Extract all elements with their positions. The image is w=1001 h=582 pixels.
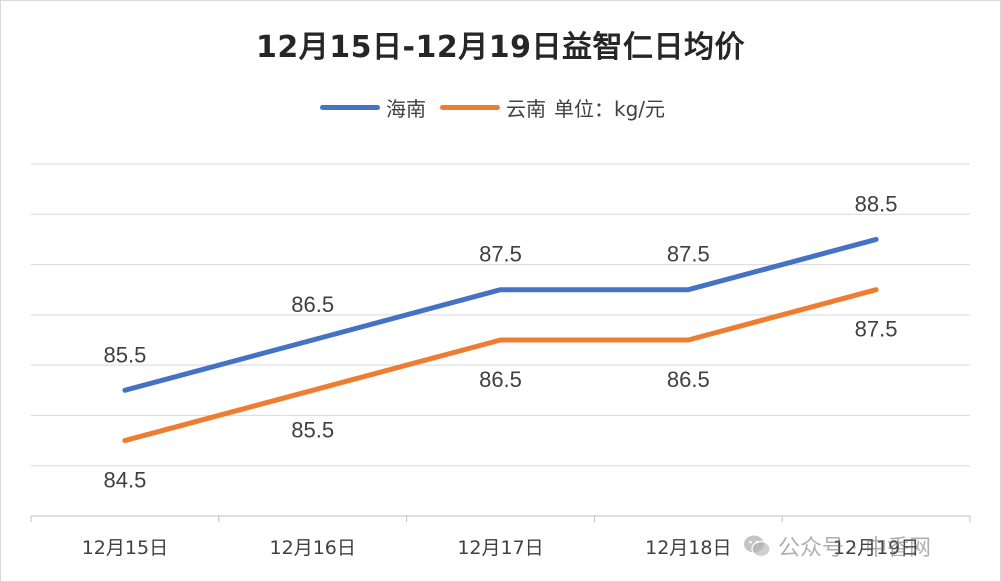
legend-swatch-hainan (320, 104, 380, 110)
chart-title: 12月15日-12月19日益智仁日均价 (256, 30, 745, 65)
legend-label-hainan: 海南 (386, 96, 426, 121)
data-label: 84.5 (103, 468, 146, 493)
data-label: 86.5 (479, 367, 522, 392)
data-label: 86.5 (291, 292, 334, 317)
data-label: 85.5 (103, 342, 146, 367)
legend-item-hainan: 海南 (320, 92, 426, 122)
x-tick-label: 12月18日 (645, 537, 731, 559)
x-tick-label: 12月19日 (833, 537, 919, 559)
legend-label-yunnan: 云南 (506, 96, 546, 121)
watermark: 公众号 · 中香网 (742, 528, 931, 564)
x-tick-label: 12月15日 (82, 537, 168, 559)
data-label: 87.5 (479, 242, 522, 267)
data-label: 85.5 (291, 417, 334, 442)
legend-item-yunnan: 云南 单位：kg/元 (440, 92, 665, 122)
data-label: 88.5 (855, 191, 898, 216)
legend-unit-note: 单位：kg/元 (554, 96, 666, 121)
x-tick-label: 12月16日 (270, 537, 356, 559)
data-label: 87.5 (667, 242, 710, 267)
x-tick-label: 12月17日 (457, 537, 543, 559)
data-label: 86.5 (667, 367, 710, 392)
wechat-icon (744, 535, 771, 558)
series-line-yunnan (122, 287, 879, 444)
series-line-hainan (122, 236, 879, 393)
data-label: 87.5 (855, 317, 898, 342)
legend-swatch-yunnan (440, 104, 500, 110)
legend: 海南 云南 单位：kg/元 (0, 92, 1001, 122)
watermark-text: 公众号 · 中香网 (778, 536, 931, 561)
